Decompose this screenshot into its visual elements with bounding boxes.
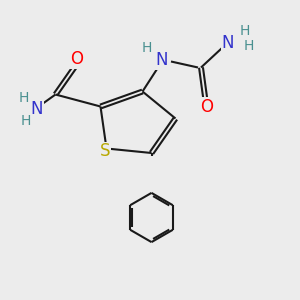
Text: N: N xyxy=(222,34,234,52)
Text: H: H xyxy=(142,41,152,55)
Text: O: O xyxy=(200,98,214,116)
Text: S: S xyxy=(100,142,110,160)
Text: H: H xyxy=(18,91,28,105)
Text: N: N xyxy=(156,51,168,69)
Text: H: H xyxy=(244,40,254,53)
Text: N: N xyxy=(30,100,43,118)
Text: O: O xyxy=(70,50,83,68)
Text: H: H xyxy=(240,24,250,38)
Text: H: H xyxy=(20,114,31,128)
